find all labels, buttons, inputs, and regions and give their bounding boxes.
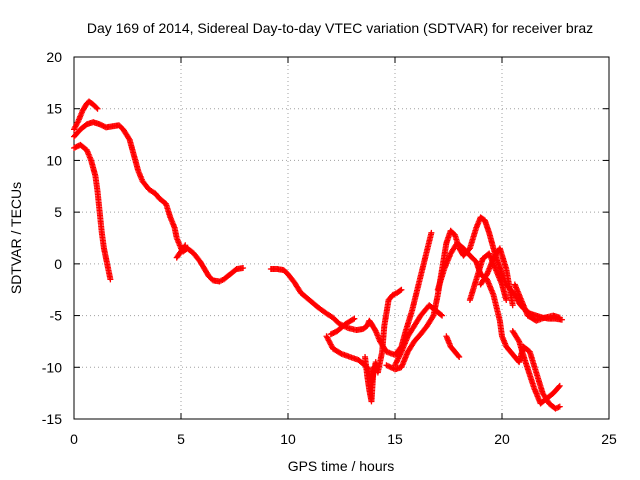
data-point [556,314,563,321]
x-axis-label: GPS time / hours [288,458,395,474]
data-point [182,242,189,249]
data-point [555,383,562,390]
chart-title: Day 169 of 2014, Sidereal Day-to-day VTE… [87,20,593,36]
data-points [71,98,565,412]
data-point [125,135,132,142]
series-arc15 [509,328,563,407]
data-point [438,311,445,318]
data-point [350,316,357,323]
y-axis: 20 15 10 5 0 -5 -10 -15 [42,49,609,427]
data-point [429,313,436,320]
data-point [439,312,446,319]
x-tick-label: 10 [280,431,296,447]
data-point [398,286,405,293]
x-tick-label: 0 [70,431,78,447]
data-point [556,403,563,410]
series-arc8 [362,353,377,405]
data-point [456,353,463,360]
y-tick-label: -5 [50,308,63,324]
series-arc9 [383,214,565,373]
data-point [515,337,522,344]
y-tick-label: -15 [42,411,62,427]
y-axis-label: SDTVAR / TECUs [8,182,24,294]
series-arc3 [71,119,247,285]
data-point [556,382,563,389]
data-point [240,264,247,271]
series-arc1 [71,98,101,133]
series-arc7 [327,315,358,338]
data-point [94,105,101,112]
data-point [555,404,562,411]
data-point [503,297,510,304]
data-point [181,243,188,250]
x-tick-label: 5 [177,431,185,447]
x-axis: 0 5 10 15 20 25 [70,57,617,447]
data-point [93,104,100,111]
series-arc4 [173,242,189,261]
data-point [370,364,377,371]
y-tick-label: 5 [54,204,62,220]
data-point [455,352,462,359]
series-arc10 [392,302,446,369]
x-tick-label: 20 [494,431,510,447]
y-tick-label: 20 [46,49,62,65]
y-tick-label: 15 [46,101,62,117]
data-point [351,315,358,322]
data-point [428,229,435,236]
series-arc2 [71,141,114,283]
x-tick-label: 15 [387,431,403,447]
x-tick-label: 25 [601,431,617,447]
y-tick-label: 10 [46,152,62,168]
data-point [509,302,516,309]
data-point [372,326,379,333]
series-arc12 [443,333,463,360]
data-point [397,287,404,294]
series-arc16 [511,281,563,324]
data-point [107,276,114,283]
plot-frame [73,56,610,420]
grid [74,57,609,419]
series-arc14 [477,245,516,309]
y-tick-label: -10 [42,359,62,375]
y-tick-label: 0 [54,256,62,272]
